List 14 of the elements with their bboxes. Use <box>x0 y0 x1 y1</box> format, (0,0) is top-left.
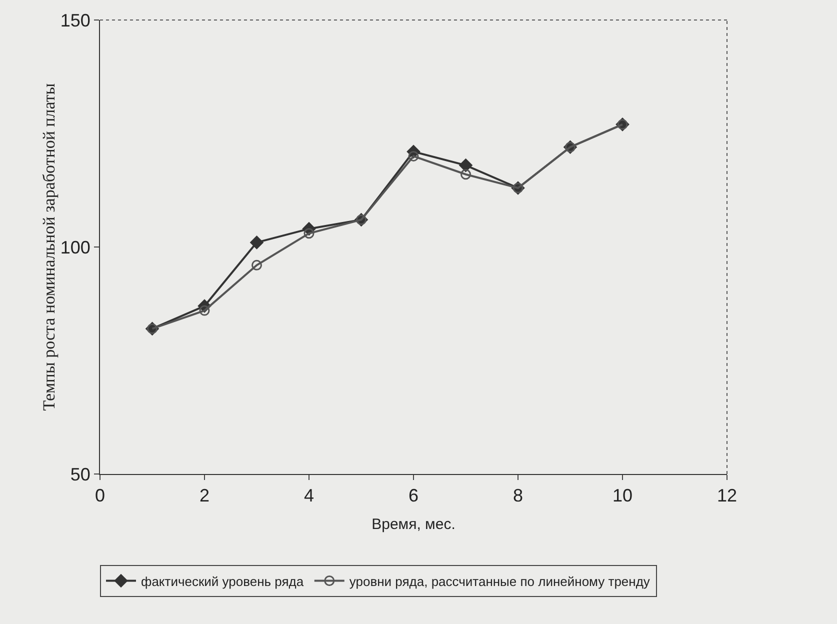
y-tick-label: 50 <box>70 464 90 484</box>
x-tick-label: 4 <box>304 486 314 506</box>
x-tick-label: 0 <box>94 486 106 506</box>
y-axis-title: Темпы роста номинальной заработной платы <box>39 82 58 411</box>
legend-label: фактический уровень ряда <box>141 574 304 589</box>
x-tick-label: 12 <box>716 486 738 506</box>
x-tick-label: 10 <box>612 486 633 506</box>
y-tick-label: 150 <box>60 10 90 30</box>
x-tick-label: 8 <box>512 486 524 506</box>
x-axis-title: Время, мес. <box>372 516 456 533</box>
y-tick-label: 100 <box>60 237 90 258</box>
legend-label: уровни ряда, рассчитанные по линейному тренду <box>349 574 650 589</box>
x-tick-label: 6 <box>408 486 419 506</box>
x-tick-label: 2 <box>199 486 210 506</box>
